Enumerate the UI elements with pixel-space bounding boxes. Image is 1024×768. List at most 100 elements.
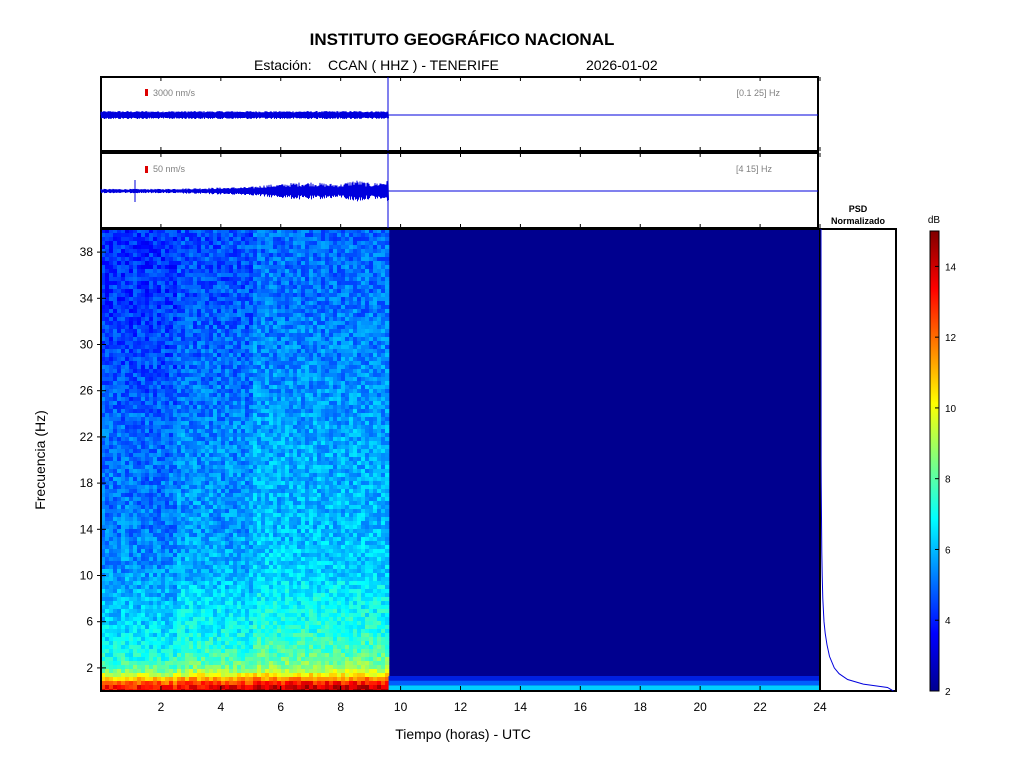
spectrogram-cell [169,273,174,278]
spectrogram-cell [133,461,138,466]
spectrogram-cell [277,457,282,462]
spectrogram-cell [121,425,126,430]
spectrogram-cell [241,229,246,234]
spectrogram-cell [269,469,274,474]
spectrogram-cell [317,305,322,310]
spectrogram-cell [253,321,258,326]
spectrogram-cell [117,309,122,314]
spectrogram-cell [353,353,358,358]
spectrogram-cell [229,369,234,374]
spectrogram-cell [305,313,310,318]
spectrogram-cell [285,433,290,438]
spectrogram-cell [161,341,166,346]
spectrogram-cell [245,361,250,366]
spectrogram-cell [377,325,382,330]
spectrogram-cell [205,301,210,306]
spectrogram-cell [317,481,322,486]
spectrogram-cell [121,253,126,258]
spectrogram-cell [129,429,134,434]
spectrogram-cell [125,397,130,402]
spectrogram-cell [305,461,310,466]
spectrogram-cell [353,369,358,374]
spectrogram-cell [125,457,130,462]
spectrogram-cell [245,405,250,410]
spectrogram-cell [289,449,294,454]
spectrogram-cell [141,405,146,410]
spectrogram-cell [377,437,382,442]
spectrogram-cell [213,229,218,234]
spectrogram-cell [113,237,118,242]
spectrogram-cell [345,381,350,386]
spectrogram-cell [209,233,214,238]
spectrogram-cell [317,321,322,326]
spectrogram-cell [157,269,162,274]
spectrogram-cell [157,229,162,234]
spectrogram-cell [161,485,166,490]
spectrogram-cell [313,401,318,406]
spectrogram-cell [217,233,222,238]
spectrogram-cell [229,437,234,442]
spectrogram-cell [253,313,258,318]
spectrogram-cell [169,329,174,334]
spectrogram-cell [249,405,254,410]
spectrogram-cell [165,433,170,438]
spectrogram-cell [225,369,230,374]
spectrogram-cell [133,481,138,486]
spectrogram-cell [249,365,254,370]
spectrogram-cell [369,385,374,390]
spectrogram-cell [341,453,346,458]
spectrogram-cell [341,237,346,242]
spectrogram-cell [253,349,258,354]
spectrogram-cell [257,417,262,422]
spectrogram-cell [133,409,138,414]
spectrogram-cell [141,277,146,282]
spectrogram-cell [217,401,222,406]
spectrogram-cell [181,249,186,254]
spectrogram-cell [169,241,174,246]
spectrogram-cell [109,413,114,418]
spectrogram-cell [377,421,382,426]
spectrogram-cell [101,489,106,494]
spectrogram-cell [305,381,310,386]
spectrogram-cell [385,317,390,322]
spectrogram-cell [313,317,318,322]
spectrogram-cell [181,413,186,418]
spectrogram-cell [353,341,358,346]
spectrogram-cell [181,253,186,258]
spectrogram-cell [317,369,322,374]
spectrogram-cell [293,245,298,250]
spectrogram-cell [261,333,266,338]
spectrogram-cell [313,441,318,446]
spectrogram-cell [153,293,158,298]
spectrogram-cell [349,317,354,322]
spectrogram-cell [357,241,362,246]
spectrogram-cell [341,377,346,382]
spectrogram-cell [129,281,134,286]
spectrogram-cell [305,253,310,258]
spectrogram-cell [357,281,362,286]
spectrogram-cell [289,293,294,298]
spectrogram-cell [217,229,222,234]
spectrogram-cell [261,433,266,438]
spectrogram-cell [213,409,218,414]
spectrogram-cell [373,269,378,274]
spectrogram-cell [169,425,174,430]
spectrogram-cell [313,233,318,238]
spectrogram-cell [301,469,306,474]
spectrogram-cell [109,353,114,358]
spectrogram-cell [369,269,374,274]
spectrogram-cell [137,441,142,446]
spectrogram-cell [149,445,154,450]
spectrogram-cell [137,477,142,482]
spectrogram-cell [257,253,262,258]
spectrogram-cell [273,421,278,426]
spectrogram-cell [245,445,250,450]
spectrogram-cell [325,229,330,234]
spectrogram-cell [225,273,230,278]
spectrogram-cell [277,265,282,270]
spectrogram-cell [209,417,214,422]
spectrogram-cell [269,493,274,498]
spectrogram-cell [377,373,382,378]
spectrogram-cell [337,373,342,378]
spectrogram-cell [257,261,262,266]
